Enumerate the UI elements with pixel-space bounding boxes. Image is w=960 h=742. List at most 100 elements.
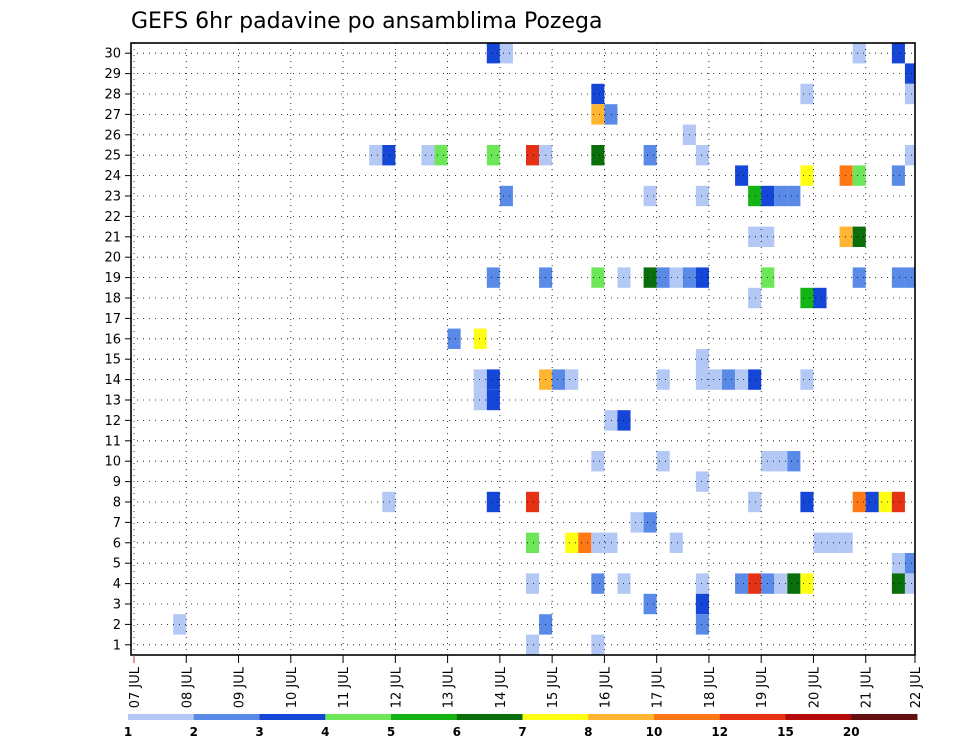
heatmap-cell-36 <box>839 226 853 247</box>
heatmap-cell-110 <box>800 573 814 594</box>
heatmap-cell-104 <box>695 573 709 594</box>
heatmap-cell-68 <box>800 369 814 390</box>
heatmap-cell-53 <box>813 287 827 309</box>
heatmap-cell-28 <box>643 185 657 207</box>
y-tick-label: 16 <box>104 332 121 347</box>
colorbar-label: 15 <box>777 725 794 739</box>
colorbar-label: 5 <box>387 725 395 739</box>
colorbar-segment <box>785 714 852 720</box>
colorbar-segment <box>128 714 195 720</box>
heatmap-cell-40 <box>591 267 605 288</box>
heatmap-cell-25 <box>852 165 866 186</box>
x-tick-label: 07 JUL <box>128 666 143 708</box>
heatmap-cell-92 <box>578 532 592 553</box>
heatmap-cell-19 <box>643 145 657 166</box>
heatmap-cell-5 <box>591 83 605 105</box>
heatmap-cell-96 <box>813 532 827 553</box>
x-tick-label: 19 JUL <box>755 666 770 708</box>
x-tick-label: 18 JUL <box>703 666 718 708</box>
y-tick-label: 27 <box>104 108 121 123</box>
heatmap-cell-91 <box>565 532 579 553</box>
colorbar-segment <box>851 714 918 720</box>
heatmap-cell-58 <box>486 369 500 390</box>
heatmap-cell-29 <box>695 185 709 207</box>
heatmap-cell-60 <box>552 369 566 390</box>
heatmap-cell-99 <box>891 553 905 574</box>
y-tick-label: 12 <box>104 414 121 429</box>
grid-layer <box>131 43 915 655</box>
heatmap-cell-23 <box>800 165 814 186</box>
heatmap-cell-85 <box>865 491 879 513</box>
y-tick-label: 3 <box>113 598 121 613</box>
heatmap-cell-24 <box>839 165 853 186</box>
colorbar-segment <box>719 714 786 720</box>
colorbar-segment <box>588 714 655 720</box>
chart-title: GEFS 6hr padavine po ansamblima Pozega <box>131 9 602 34</box>
heatmap-cell-13 <box>421 145 435 166</box>
heatmap-cell-63 <box>695 369 709 390</box>
heatmap-cell-15 <box>486 145 500 166</box>
colorbar-label: 1 <box>124 725 132 739</box>
heatmap-cell-54 <box>447 328 461 349</box>
heatmap-cell-71 <box>604 410 618 431</box>
heatmap-cell-21 <box>904 145 915 166</box>
heatmap-cell-62 <box>656 369 670 390</box>
heatmap-cell-20 <box>695 145 709 166</box>
heatmap-cell-56 <box>695 349 709 370</box>
heatmap-cell-12 <box>382 145 396 166</box>
heatmap-cell-80 <box>486 491 500 513</box>
heatmap-cell-11 <box>369 145 383 166</box>
heatmap-cell-74 <box>656 451 670 472</box>
heatmap-cell-51 <box>748 287 762 309</box>
heatmap-cell-7 <box>904 83 915 105</box>
heatmap-cell-77 <box>787 451 801 472</box>
y-tick-label: 6 <box>113 536 121 551</box>
heatmap-cell-108 <box>774 573 788 594</box>
heatmap-cell-26 <box>891 165 905 186</box>
x-tick-label: 20 JUL <box>807 666 822 708</box>
colorbar-segment <box>259 714 326 720</box>
colorbar: 1 2 3 4 5 6 7 8 10 12 15 20 <box>124 714 918 739</box>
x-tick-label: 16 JUL <box>598 666 613 708</box>
heatmap-cell-16 <box>526 145 540 166</box>
heatmap-cell-22 <box>735 165 749 186</box>
heatmap-cell-64 <box>708 369 722 390</box>
heatmap-cell-37 <box>852 226 866 247</box>
y-tick-label: 5 <box>113 557 121 572</box>
heatmap-cell-98 <box>839 532 853 553</box>
y-tick-label: 15 <box>104 353 121 368</box>
heatmap-cell-78 <box>695 471 709 492</box>
heatmap-cell-38 <box>486 267 500 288</box>
heatmap-cell-69 <box>473 389 487 411</box>
y-tick-label: 18 <box>104 292 121 307</box>
heatmap-cell-14 <box>434 145 448 166</box>
heatmap-cell-101 <box>526 573 540 594</box>
heatmap-cell-48 <box>852 267 866 288</box>
x-tick-label: 08 JUL <box>180 666 195 708</box>
heatmap-cell-95 <box>669 532 683 553</box>
y-tick-label: 9 <box>113 475 121 490</box>
heatmap-cell-88 <box>630 512 644 533</box>
colorbar-label: 8 <box>584 725 592 739</box>
heatmap-cell-82 <box>748 491 762 513</box>
heatmap-cell-30 <box>748 185 762 207</box>
x-tick-label: 22 JUL <box>909 666 924 708</box>
x-tick-label: 15 JUL <box>546 666 561 708</box>
heatmap-cell-113 <box>643 593 657 615</box>
heatmap-cell-33 <box>787 185 801 207</box>
colorbar-label: 20 <box>843 725 860 739</box>
y-tick-label: 1 <box>113 638 121 653</box>
heatmap-cell-55 <box>473 328 487 349</box>
colorbar-label: 6 <box>453 725 461 739</box>
heatmap-cell-8 <box>591 104 605 125</box>
colorbar-segment <box>522 714 589 720</box>
heatmap-cell-3 <box>891 43 905 64</box>
y-tick-label: 25 <box>104 149 121 164</box>
y-tick-label: 19 <box>104 271 121 286</box>
heatmap-cell-117 <box>695 614 709 635</box>
heatmap-cell-44 <box>669 267 683 288</box>
heatmap-cell-72 <box>617 410 631 431</box>
heatmap-cell-32 <box>774 185 788 207</box>
y-tick-label: 20 <box>104 251 121 266</box>
heatmap-cell-57 <box>473 369 487 390</box>
